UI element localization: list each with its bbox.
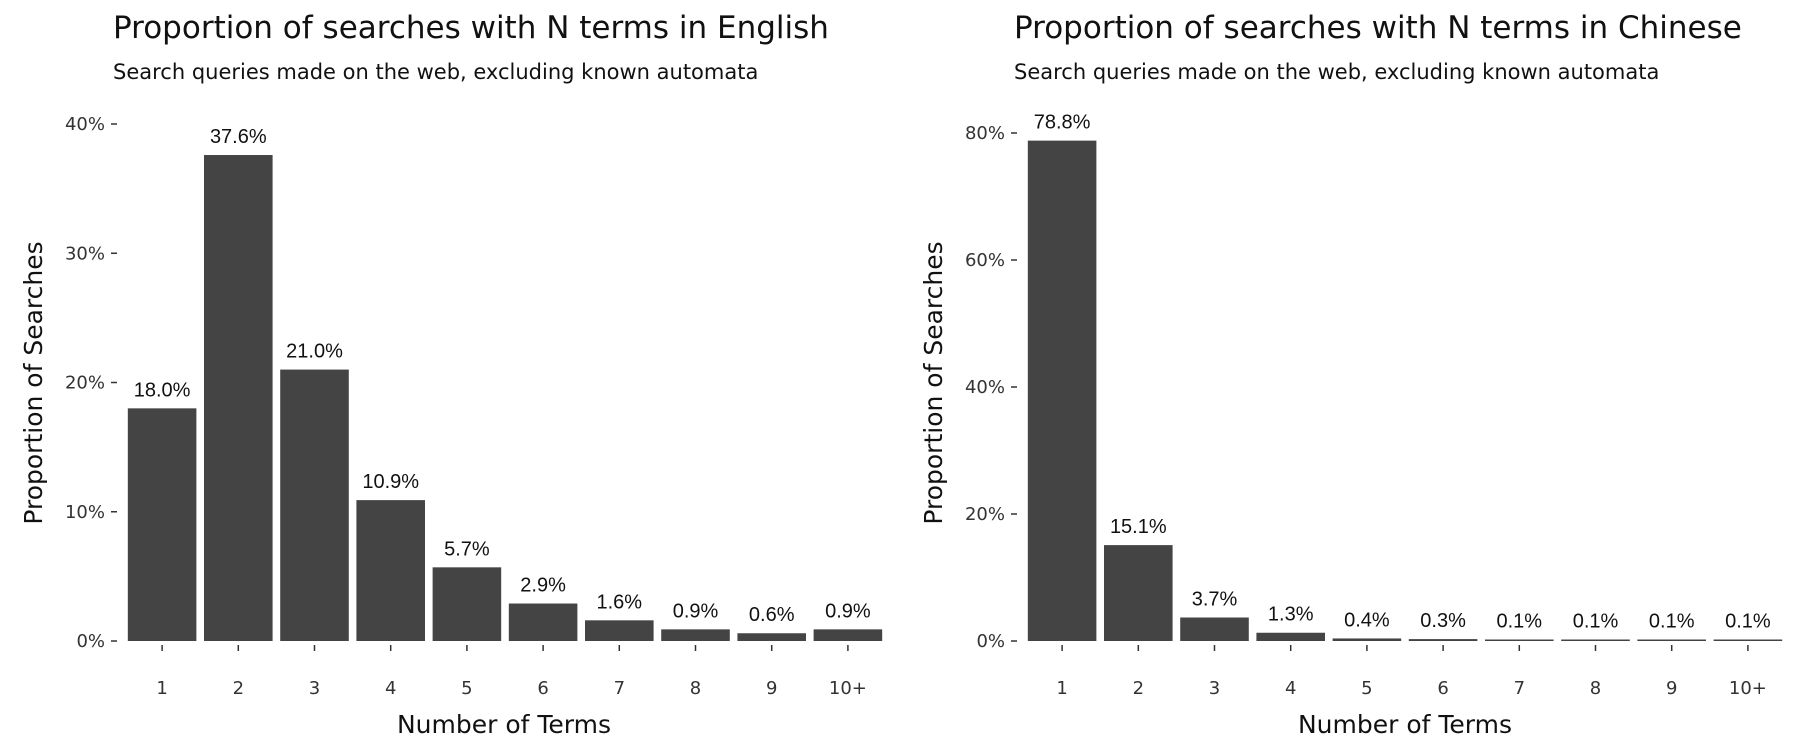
data-label: 1.6% [597,591,643,613]
data-label: 2.9% [520,575,566,597]
data-label: 0.1% [1725,611,1771,633]
data-label: 37.6% [210,126,267,148]
x-tick-label: 10+ [1729,678,1767,699]
bar [356,500,425,641]
bar [1485,639,1554,641]
chinese-chart: Proportion of searches with N terms in C… [919,10,1783,739]
y-tick-label: 40% [965,377,1005,398]
data-label: 78.8% [1034,112,1091,134]
x-tick-label: 10+ [829,678,867,699]
x-tick-label: 8 [690,678,701,699]
bar [1027,140,1097,641]
x-tick-label: 2 [233,678,244,699]
data-label: 5.7% [444,538,490,560]
data-label: 21.0% [286,341,343,363]
x-tick-label: 3 [1209,678,1220,699]
x-tick-label: 6 [537,678,548,699]
chart-subtitle: Search queries made on the web, excludin… [113,60,758,84]
data-label: 0.1% [1573,611,1619,633]
data-label: 3.7% [1192,589,1238,611]
bar [508,603,578,641]
bar [1104,545,1173,641]
chart-subtitle: Search queries made on the web, excludin… [1014,60,1659,84]
x-tick-label: 7 [614,678,625,699]
y-tick-label: 40% [65,114,105,135]
bar [1180,617,1249,641]
bar [737,633,806,641]
bar [280,369,349,641]
data-label: 10.9% [362,471,419,493]
y-axis-label: Proportion of Searches [19,241,48,524]
y-axis-label: Proportion of Searches [919,241,948,524]
x-tick-label: 2 [1133,678,1144,699]
y-tick-label: 10% [65,502,105,523]
x-tick-label: 3 [309,678,320,699]
x-tick-label: 9 [1666,678,1677,699]
x-tick-label: 1 [156,678,167,699]
data-label: 18.0% [134,379,191,401]
x-tick-label: 4 [385,678,396,699]
bar [127,408,197,641]
data-label: 1.3% [1268,604,1314,626]
data-label: 0.6% [749,604,795,626]
data-label: 0.1% [1649,611,1695,633]
data-label: 15.1% [1110,516,1167,538]
x-tick-label: 9 [766,678,777,699]
bar [1256,632,1325,641]
y-tick-label: 0% [76,631,105,652]
english-chart-panel: Proportion of searches with N terms in E… [19,10,883,739]
y-tick-label: 20% [965,504,1005,525]
data-label: 0.9% [825,600,871,622]
bar [1561,639,1630,641]
data-label: 0.4% [1344,609,1390,631]
chart-title: Proportion of searches with N terms in E… [113,10,829,46]
y-tick-label: 0% [976,631,1005,652]
x-axis-label: Number of Terms [397,710,611,739]
bar [1332,638,1402,641]
data-label: 0.1% [1497,611,1543,633]
chinese-chart-panel: Proportion of searches with N terms in C… [900,0,1800,750]
english-chart: Proportion of searches with N terms in E… [19,10,883,739]
bar [585,620,654,641]
data-label: 0.9% [673,600,719,622]
data-label: 0.3% [1420,610,1466,632]
bar [813,629,883,641]
bar [661,629,730,641]
x-tick-label: 5 [461,678,472,699]
x-tick-label: 7 [1514,678,1525,699]
plot-area: 0% 10% 20% 30% 40% 18.0% 1 37.6% 2 21.0% 3 10.9% 4 5.… [65,114,883,699]
bar [1637,639,1706,641]
x-tick-label: 8 [1590,678,1601,699]
y-tick-label: 20% [65,373,105,394]
bar [1408,639,1478,641]
bar [1713,639,1783,641]
x-tick-label: 1 [1056,678,1067,699]
plot-area: 0% 20% 40% 60% 80% 78.8% 1 15.1% 2 3.7% 3 1.3% 4 0.4%… [965,112,1783,699]
x-tick-label: 5 [1361,678,1372,699]
x-tick-label: 4 [1285,678,1296,699]
x-axis-label: Number of Terms [1298,710,1512,739]
chart-title: Proportion of searches with N terms in C… [1014,10,1742,46]
bar [432,567,502,641]
bar [204,155,273,641]
x-tick-label: 6 [1437,678,1448,699]
y-tick-label: 60% [965,250,1005,271]
y-tick-label: 30% [65,243,105,264]
y-tick-label: 80% [965,123,1005,144]
